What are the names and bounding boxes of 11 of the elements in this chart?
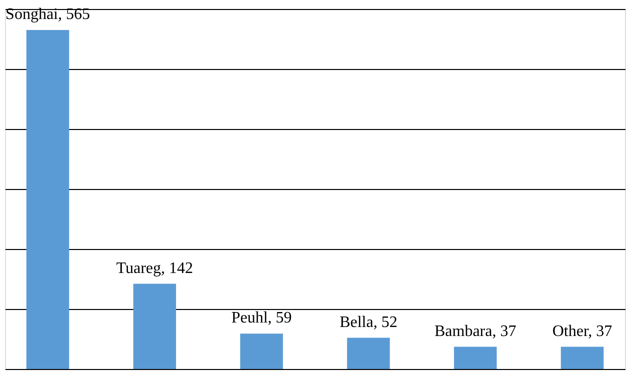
data-label: Tuareg, 142 bbox=[116, 260, 194, 277]
bar bbox=[26, 30, 70, 369]
bar bbox=[560, 346, 604, 369]
data-label: Bella, 52 bbox=[340, 314, 398, 331]
bar bbox=[240, 334, 283, 369]
data-label: Peuhl, 59 bbox=[231, 310, 292, 327]
bar bbox=[454, 346, 497, 369]
bar bbox=[133, 284, 176, 369]
bar bbox=[347, 338, 390, 369]
data-label: Other, 37 bbox=[552, 322, 612, 340]
data-label: Bambara, 37 bbox=[434, 322, 516, 340]
